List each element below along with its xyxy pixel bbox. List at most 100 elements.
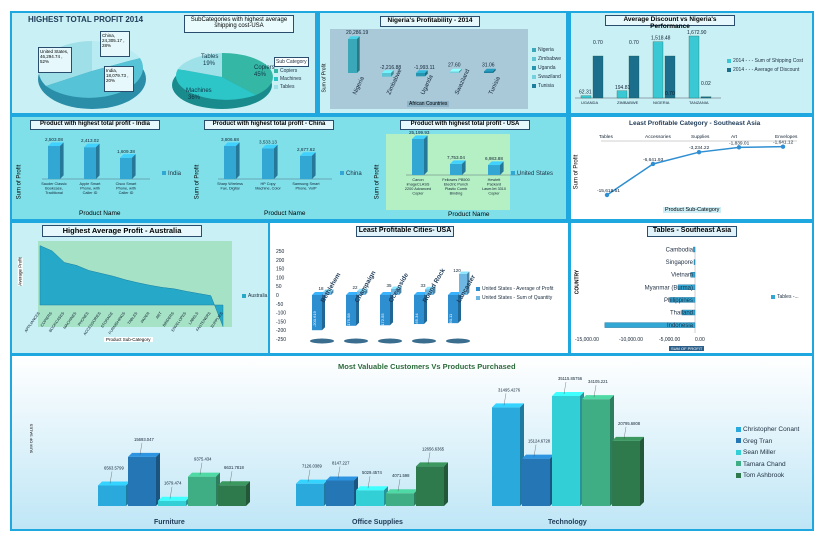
bar-christopher-conant-top <box>492 403 524 408</box>
leader-line <box>139 442 143 455</box>
data-label: 25,199.93 <box>409 130 430 135</box>
data-label: 120 <box>453 268 461 273</box>
data-point <box>780 144 786 149</box>
bar-tom-ashbrook <box>612 440 640 506</box>
pie-label-china: China, 24,305.17 , 28% <box>100 31 130 57</box>
tick-label: Plastic Comb <box>445 187 467 191</box>
tick-label: Singapore <box>666 260 694 266</box>
legend-item: Zimbabwe <box>532 55 561 64</box>
bar-quantity-side <box>433 286 436 295</box>
legend-item-machines: Machines <box>274 75 309 83</box>
axis-label-x: Product Sub-Category <box>104 337 153 342</box>
pie-slice-copiers <box>222 52 273 95</box>
bar-greg-tran-top <box>326 476 358 481</box>
bar-discount <box>628 55 640 99</box>
chart-title: Product with highest total profit - Chin… <box>204 120 334 130</box>
data-label: -2,216.88 <box>380 65 401 71</box>
bar-avg-profit-side <box>390 292 393 326</box>
panel-shipping-cost: SubCategories with highest average shipp… <box>170 13 315 113</box>
bar-avg-profit-top <box>312 292 325 295</box>
y-tick-label: 150 <box>276 267 285 273</box>
bar-avg-profit-side <box>458 292 461 324</box>
tick-label: Cisco Smart <box>116 182 138 186</box>
leader-line <box>367 476 371 489</box>
bar-shipping-cost <box>652 41 664 99</box>
bar-avg-profit <box>312 295 322 331</box>
y-tick-label: -200 <box>276 328 286 334</box>
bar-tamara-chand <box>188 476 216 506</box>
bar-christopher-conant <box>296 483 324 506</box>
bar-sean-miller-top <box>552 392 584 396</box>
leader-line <box>533 444 537 457</box>
title-text: SubCategories with highest average shipp… <box>190 17 288 29</box>
legend-label: Christopher Conant <box>743 426 800 433</box>
tick-label: ZIMBABWE <box>617 100 639 105</box>
bar <box>300 155 312 179</box>
bar-quantity-side <box>331 289 334 295</box>
data-label: -6,641.93 <box>643 157 664 163</box>
bar-avg-profit <box>346 295 356 326</box>
data-label: 35 <box>386 283 392 288</box>
slice-label-copiers-pct: 45% <box>254 72 267 78</box>
bar-avg-profit-top <box>346 292 359 295</box>
leader-line <box>199 462 203 475</box>
bar-christopher-conant-top <box>296 479 328 484</box>
legend-label: 2014 - - - Sum of Shipping Cost <box>733 58 804 64</box>
panel-least-profitable-category: Least Profitable Category - Southeast As… <box>571 117 812 219</box>
bar <box>488 165 500 175</box>
bar-side <box>60 142 64 179</box>
bar-nigeria-side <box>357 36 360 73</box>
legend-label: Uganda <box>538 65 556 71</box>
panel-valuable-customers: Most Valuable Customers Vs Products Purc… <box>12 356 812 529</box>
panel-nigeria-profitability: Nigeria's Profitability - 2014 20,286.19… <box>320 13 566 113</box>
tick-label: Caller ID <box>83 191 98 195</box>
tick-label: Oceanside <box>388 272 411 304</box>
pie-slice-tables <box>178 53 222 77</box>
data-label: -1,993.11 <box>414 65 435 71</box>
legend-item: Sean Miller <box>736 447 799 459</box>
bar-tamara-chand-top <box>188 472 220 477</box>
y-tick-label: 50 <box>276 284 282 290</box>
legend: Christopher Conant Greg Tran Sean Miller Ta… <box>736 424 799 482</box>
bar-quantity <box>459 273 467 295</box>
data-label: -175.58 <box>346 313 351 327</box>
bar-side <box>312 152 316 179</box>
bar-uganda-side <box>425 70 428 77</box>
tick-label: Copier <box>412 192 424 196</box>
legend: Nigeria Zimbabwe Uganda Swaziland Tunisia <box>532 46 561 91</box>
tick-label: TABLES <box>127 311 139 325</box>
bar-nigeria <box>348 39 357 73</box>
bar-tom-ashbrook-side <box>444 462 448 506</box>
axis-label-y: Sum of Profit <box>194 164 201 200</box>
legend-label: Nigeria <box>538 47 554 53</box>
leader-line <box>397 479 401 492</box>
bar-side <box>274 144 278 179</box>
tick-label: Binding <box>450 192 463 196</box>
tick-label: Tables <box>599 134 613 140</box>
leader-line <box>503 393 507 406</box>
tick-label: TANZANIA <box>689 100 709 105</box>
axis-label-x: SUM OF PROFIT <box>669 346 705 351</box>
legend: Sub Category Copiers Machines Tables <box>274 57 309 91</box>
pie-chart: Copiers 45% Machines 36% Tables 19% <box>172 52 275 109</box>
legend: Australia <box>242 293 267 299</box>
tick-label: UGANDA <box>581 100 598 105</box>
floor-shadow <box>378 338 402 344</box>
data-label: 9375.434 <box>194 457 212 462</box>
axis-label-x: Product Name <box>79 210 121 217</box>
legend: China <box>340 171 362 177</box>
tick-label: Fellowes PB500 <box>442 178 469 182</box>
bar-top <box>450 160 466 164</box>
tick-label: imageCLASS <box>407 183 430 187</box>
bar-quantity-top <box>323 289 334 292</box>
data-label: 2,503.08 <box>45 137 63 142</box>
bar-side <box>500 161 504 175</box>
title-text: Tables - Southeast Asia <box>652 227 732 234</box>
bar-greg-tran <box>326 480 354 506</box>
leader-line <box>307 469 311 482</box>
data-label: 4071.598 <box>392 473 410 478</box>
legend-label: Tunisia <box>538 83 554 89</box>
axis-label-y: Average Profit <box>17 257 23 286</box>
data-point <box>604 192 610 198</box>
x-tick-label: 0.00 <box>695 337 705 343</box>
